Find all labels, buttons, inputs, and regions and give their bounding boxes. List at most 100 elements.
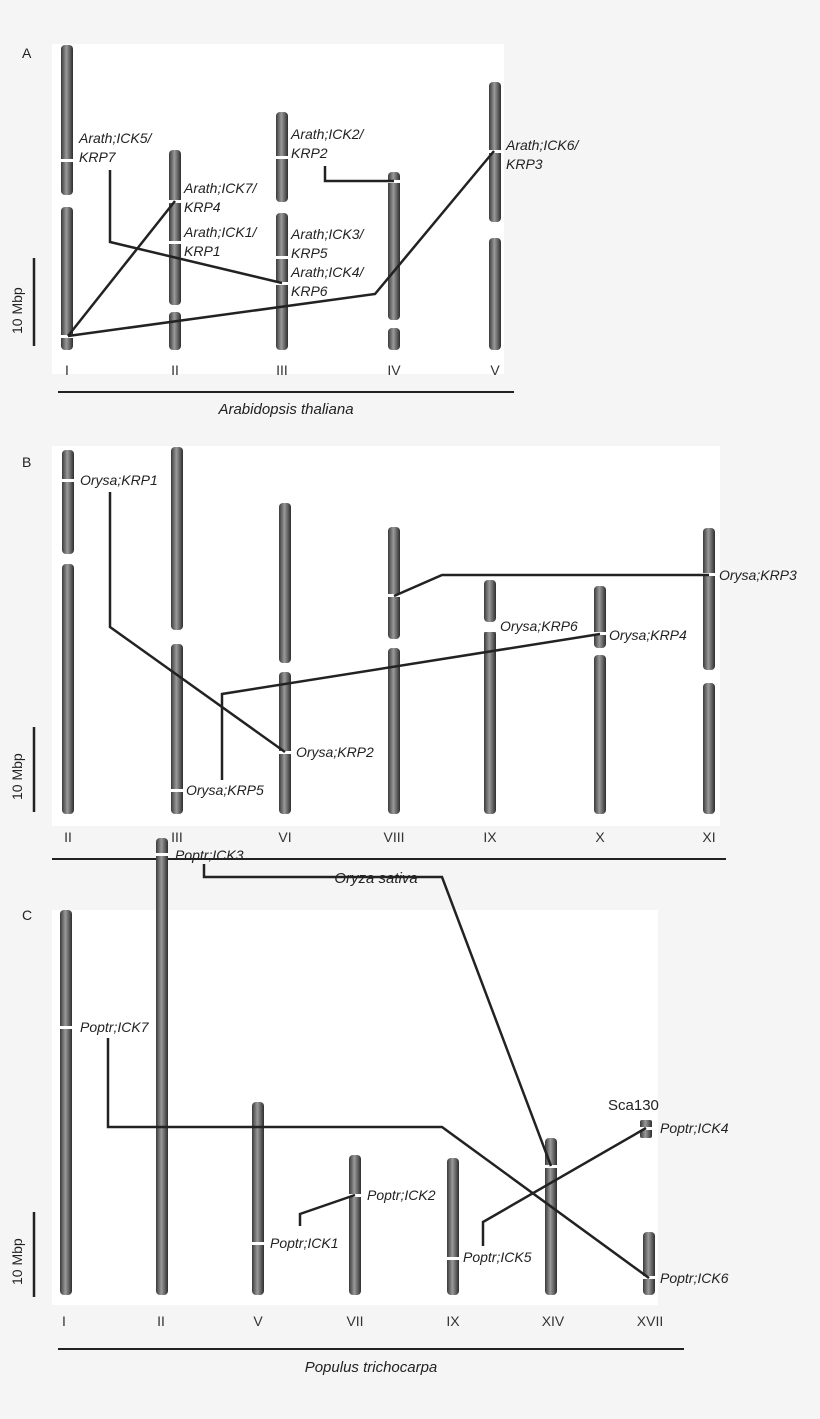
gene-label: Arath;ICK2/ (290, 126, 365, 142)
chromosome-b-II-arm1 (62, 450, 74, 554)
gene-label: Arath;ICK6/ (505, 137, 580, 153)
chromosome-label: VIII (383, 829, 404, 845)
chromosome-b-XI-arm1 (703, 528, 715, 670)
chromosome-c-XIV (545, 1138, 557, 1295)
panel-b: B 10 Mbp Orysa;KR (9, 447, 797, 887)
panel-a-letter: A (22, 45, 32, 61)
chromosome-label: II (64, 829, 72, 845)
gene-label: Orysa;KRP4 (609, 627, 687, 643)
gene-marker (278, 751, 292, 754)
panel-c-scale-label: 10 Mbp (9, 1238, 25, 1285)
chromosome-a-V-arm2 (489, 238, 501, 350)
gene-label: KRP2 (291, 145, 328, 161)
gene-label: Orysa;KRP2 (296, 744, 374, 760)
chromosome-label: V (490, 362, 500, 378)
chromosome-c-V (252, 1102, 264, 1295)
gene-marker (170, 789, 184, 792)
gene-label: KRP6 (291, 283, 328, 299)
chromosome-label: IX (483, 829, 497, 845)
gene-marker (544, 1165, 558, 1168)
panel-b-species: Oryza sativa (334, 870, 417, 887)
chromosome-b-III-arm1 (171, 447, 183, 630)
chromosome-b-X-arm1 (594, 586, 606, 648)
chromosome-label: III (276, 362, 288, 378)
panel-c-species: Populus trichocarpa (305, 1359, 438, 1376)
gene-label: KRP1 (184, 243, 221, 259)
chromosome-label: I (62, 1313, 66, 1329)
chromosome-c-II (156, 838, 168, 1295)
connector-line (220, 632, 601, 780)
gene-marker (446, 1257, 460, 1260)
connector-line (108, 492, 286, 754)
chromosome-b-IX-arm1 (484, 580, 496, 622)
gene-label: Arath;ICK7/ (183, 180, 258, 196)
gene-label: Poptr;ICK2 (367, 1187, 436, 1203)
connector-line (106, 1038, 650, 1280)
gene-label: Orysa;KRP1 (80, 472, 158, 488)
connector-line (202, 864, 553, 1167)
chromosome-label: XI (702, 829, 715, 845)
chromosome-b-X-arm2 (594, 655, 606, 814)
connector-line (108, 170, 283, 285)
chromosome-b-VI-arm2 (279, 672, 291, 814)
chromosome-a-II-arm2 (169, 312, 181, 350)
gene-marker (59, 1026, 73, 1029)
gene-label: Orysa;KRP6 (500, 618, 578, 634)
gene-label: Arath;ICK3/ (290, 226, 365, 242)
panel-b-background (52, 446, 720, 826)
chromosome-b-XI-arm2 (703, 683, 715, 814)
gene-label: Arath;ICK5/ (78, 130, 153, 146)
gene-label: KRP7 (79, 149, 117, 165)
chromosome-label: IX (446, 1313, 460, 1329)
chromosome-c-VII (349, 1155, 361, 1295)
connector-line (323, 166, 394, 183)
gene-label: Poptr;ICK3 (175, 847, 244, 863)
chromosome-b-VI-arm1 (279, 503, 291, 663)
chromosome-a-I-arm2 (61, 207, 73, 350)
gene-label: Orysa;KRP5 (186, 782, 264, 798)
chromosome-label: II (157, 1313, 165, 1329)
chromosome-a-III-arm2 (276, 213, 288, 350)
chromosome-c-I (60, 910, 72, 1295)
panel-a: A 10 Mbp (9, 45, 580, 418)
panel-b-scale-label: 10 Mbp (9, 753, 25, 800)
gene-marker (275, 156, 289, 159)
gene-label: Poptr;ICK1 (270, 1235, 338, 1251)
gene-label: Arath;ICK1/ (183, 224, 258, 240)
chromosome-label: VII (346, 1313, 363, 1329)
gene-marker (168, 241, 182, 244)
panel-c-letter: C (22, 907, 32, 923)
gene-marker (593, 632, 607, 635)
chromosome-c-XVII (643, 1232, 655, 1295)
scaffold-label: Sca130 (608, 1097, 659, 1114)
chromosome-label: XVII (637, 1313, 663, 1329)
gene-label: Poptr;ICK6 (660, 1270, 729, 1286)
gene-marker (61, 479, 75, 482)
chromosome-c-IX (447, 1158, 459, 1295)
chromosome-label: III (171, 829, 183, 845)
gene-marker (275, 282, 289, 285)
gene-label: KRP4 (184, 199, 221, 215)
panel-a-scale-label: 10 Mbp (9, 287, 25, 334)
gene-marker (155, 853, 169, 856)
panel-b-letter: B (22, 454, 31, 470)
gene-marker (275, 256, 289, 259)
chromosome-label: II (171, 362, 179, 378)
connector-line (67, 200, 176, 337)
chromosome-a-IV-arm2 (388, 328, 400, 350)
gene-marker (251, 1242, 265, 1245)
gene-marker (60, 335, 74, 338)
gene-marker (60, 159, 74, 162)
gene-label: KRP3 (506, 156, 543, 172)
gene-label: KRP5 (291, 245, 328, 261)
chromosome-a-II-arm1 (169, 150, 181, 305)
chromosome-label: IV (387, 362, 401, 378)
gene-label: Orysa;KRP3 (719, 567, 797, 583)
chromosome-a-IV-arm1 (388, 172, 400, 320)
panel-a-species: Arabidopsis thaliana (217, 401, 353, 418)
connector-line (393, 573, 709, 598)
chromosome-label: VI (278, 829, 291, 845)
chromosome-label: XIV (542, 1313, 565, 1329)
connector-line (481, 1126, 647, 1246)
